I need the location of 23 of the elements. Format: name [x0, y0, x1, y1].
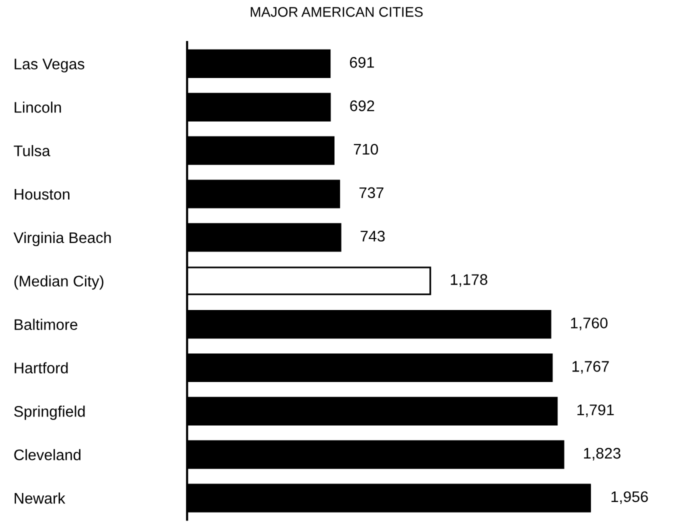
data-label: 1,823 — [584, 448, 620, 461]
y-tick-label: Lincoln — [14, 102, 61, 113]
data-label: 691 — [350, 57, 374, 68]
data-label: 1,760 — [571, 318, 608, 330]
y-tick-label: Newark — [14, 492, 66, 504]
data-label: 1,767 — [572, 361, 609, 374]
data-label: 743 — [360, 230, 385, 242]
data-label: 1,956 — [612, 491, 648, 504]
y-tick-label: Virginia Beach — [14, 232, 111, 246]
chart-title: MAJOR AMERICAN CITIES — [250, 7, 423, 17]
data-label: 1,791 — [577, 404, 614, 418]
y-tick-label: Springfield — [14, 406, 85, 420]
y-tick-label: Cleveland — [14, 449, 80, 460]
y-tick-label: Houston — [14, 189, 70, 200]
y-tick-label: (Median City) — [14, 275, 104, 290]
data-label: 737 — [359, 187, 384, 198]
y-tick-label: Baltimore — [14, 318, 78, 330]
data-label: 710 — [354, 144, 378, 155]
data-label: 692 — [350, 100, 374, 112]
y-tick-label: Hartford — [14, 362, 68, 374]
y-tick-label: Tulsa — [14, 145, 50, 156]
y-tick-label: Las Vegas — [14, 58, 84, 72]
data-label: 1,178 — [450, 274, 488, 287]
